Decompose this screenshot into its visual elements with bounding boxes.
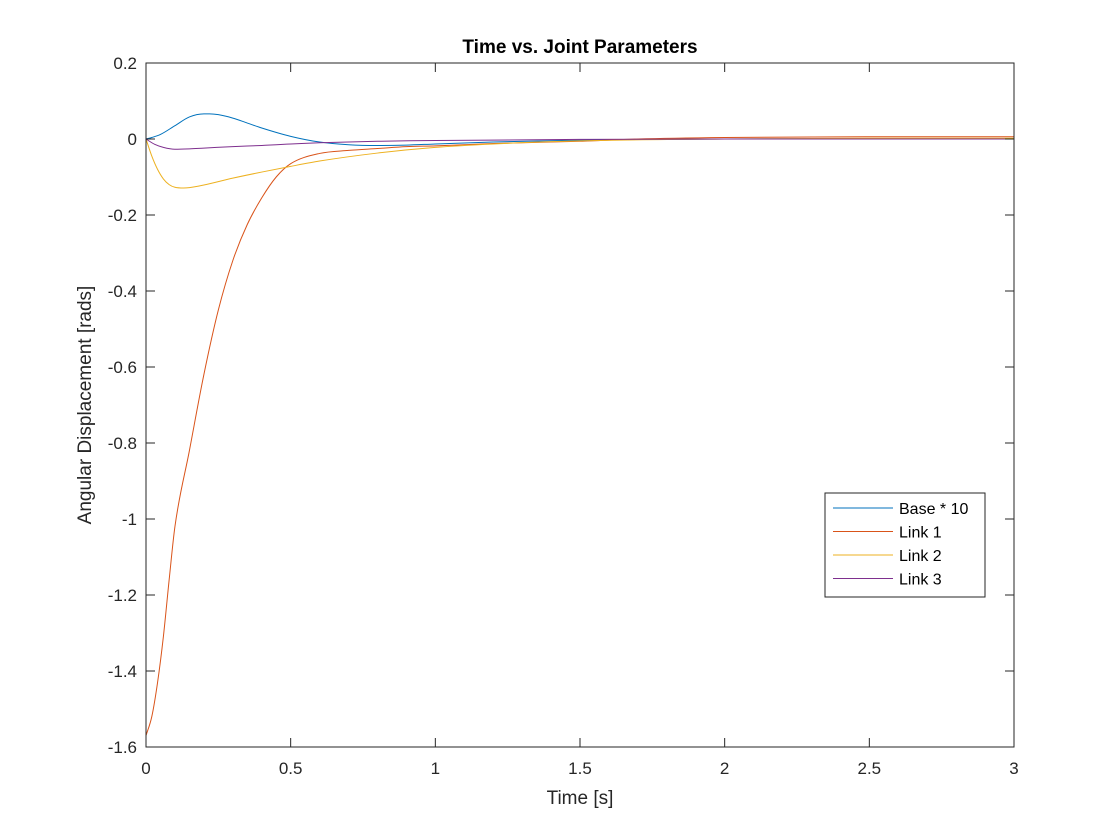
x-tick-label: 2 xyxy=(720,759,729,778)
y-tick-label: -0.6 xyxy=(108,358,137,377)
x-tick-label: 2.5 xyxy=(858,759,882,778)
legend-label-4: Link 3 xyxy=(899,572,942,589)
y-tick-label: -1.2 xyxy=(108,586,137,605)
x-tick-label: 0.5 xyxy=(279,759,303,778)
y-tick-label: -1.6 xyxy=(108,738,137,757)
series-group xyxy=(145,113,1014,736)
x-tick-label: 1 xyxy=(431,759,440,778)
legend-label-1: Base * 10 xyxy=(899,501,968,518)
y-tick-label: -0.2 xyxy=(108,206,137,225)
x-tick-label: 3 xyxy=(1009,759,1018,778)
chart-title: Time vs. Joint Parameters xyxy=(462,37,697,58)
legend-label-3: Link 2 xyxy=(899,548,942,565)
legend-box xyxy=(824,492,986,598)
y-axis-label: Angular Displacement [rads] xyxy=(75,286,96,525)
x-tick-label: 1.5 xyxy=(568,759,592,778)
axes-area xyxy=(146,63,1014,747)
series-line-4 xyxy=(145,138,1014,150)
y-tick-label: 0 xyxy=(128,130,137,149)
legend: Base * 10 Link 1 Link 2 Link 3 xyxy=(824,492,986,598)
x-tick-label: 0 xyxy=(141,759,150,778)
ticks-group: 0 0.5 1 1.5 2 2.5 3 -1.6 -1.4 -1.2 -1 -0.8 -0.6 -0.4 -… xyxy=(108,54,1019,778)
y-tick-label: -1 xyxy=(122,510,137,529)
y-tick-label: -1.4 xyxy=(108,662,137,681)
y-tick-label: -0.8 xyxy=(108,434,137,453)
y-tick-label: 0.2 xyxy=(113,54,137,73)
y-tick-label: -0.4 xyxy=(108,282,137,301)
x-axis-label: Time [s] xyxy=(547,788,614,809)
legend-label-2: Link 1 xyxy=(899,525,942,542)
